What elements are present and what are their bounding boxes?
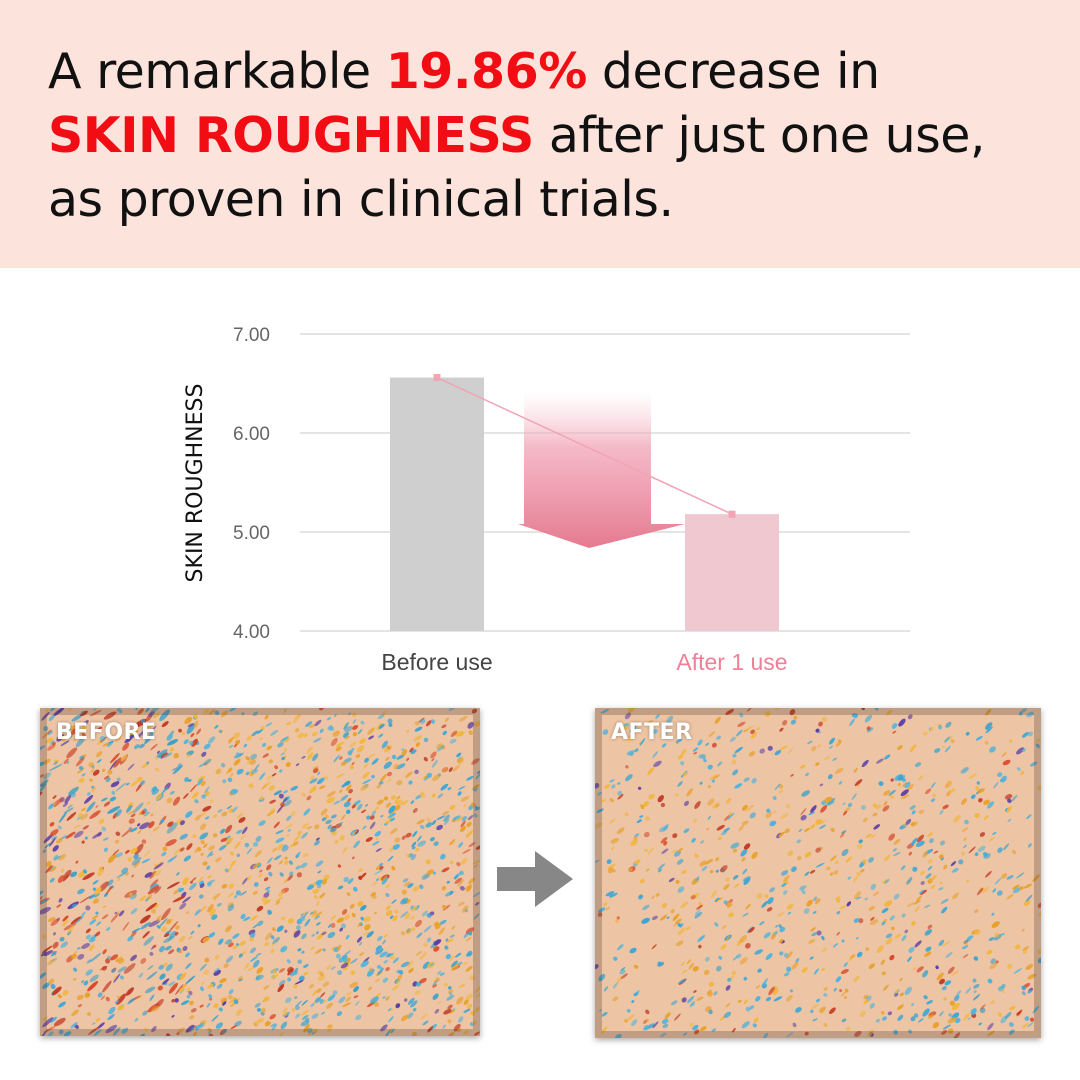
x-tick-label: Before use bbox=[381, 649, 492, 675]
headline-line-1: A remarkable 19.86% decrease in bbox=[48, 40, 1058, 104]
skin-roughness-chart: 7.00 6.00 5.00 4.00 SKIN ROUGHNESS Before use… bbox=[160, 300, 940, 690]
decrease-arrow-icon bbox=[518, 392, 685, 548]
after-skin-image bbox=[595, 708, 1041, 1038]
trend-point bbox=[433, 374, 441, 382]
chart-canvas: 7.00 6.00 5.00 4.00 SKIN ROUGHNESS Before use… bbox=[183, 325, 910, 675]
headline-line-2: SKIN ROUGHNESS after just one use, bbox=[48, 104, 1058, 168]
headline-text: after just one use, bbox=[533, 107, 986, 164]
skin-texture bbox=[595, 708, 1041, 1038]
after-photo: AFTER bbox=[595, 708, 1041, 1038]
before-skin-image bbox=[40, 708, 480, 1036]
highlight-skin-roughness: SKIN ROUGHNESS bbox=[48, 107, 534, 164]
y-tick-label: 7.00 bbox=[233, 325, 270, 346]
after-label: AFTER bbox=[611, 720, 693, 745]
trend-point bbox=[728, 510, 736, 518]
y-axis-label: SKIN ROUGHNESS bbox=[183, 384, 208, 583]
x-tick-label: After 1 use bbox=[676, 649, 787, 675]
before-label: BEFORE bbox=[56, 720, 157, 745]
headline-text: decrease in bbox=[586, 43, 880, 100]
skin-texture bbox=[40, 708, 480, 1036]
before-photo: BEFORE bbox=[40, 708, 480, 1036]
y-tick-label: 5.00 bbox=[233, 523, 270, 544]
y-tick-label: 6.00 bbox=[233, 424, 270, 445]
right-arrow-icon bbox=[497, 851, 573, 907]
bar-before bbox=[390, 377, 484, 631]
headline-banner: A remarkable 19.86% decrease in SKIN ROU… bbox=[0, 0, 1080, 268]
headline: A remarkable 19.86% decrease in SKIN ROU… bbox=[48, 40, 1058, 232]
y-tick-label: 4.00 bbox=[233, 622, 270, 643]
highlight-percentage: 19.86% bbox=[385, 43, 588, 100]
headline-line-3: as proven in clinical trials. bbox=[48, 171, 674, 228]
bar-after bbox=[685, 514, 779, 631]
headline-text: A remarkable bbox=[48, 43, 386, 100]
trend-line bbox=[436, 376, 733, 515]
